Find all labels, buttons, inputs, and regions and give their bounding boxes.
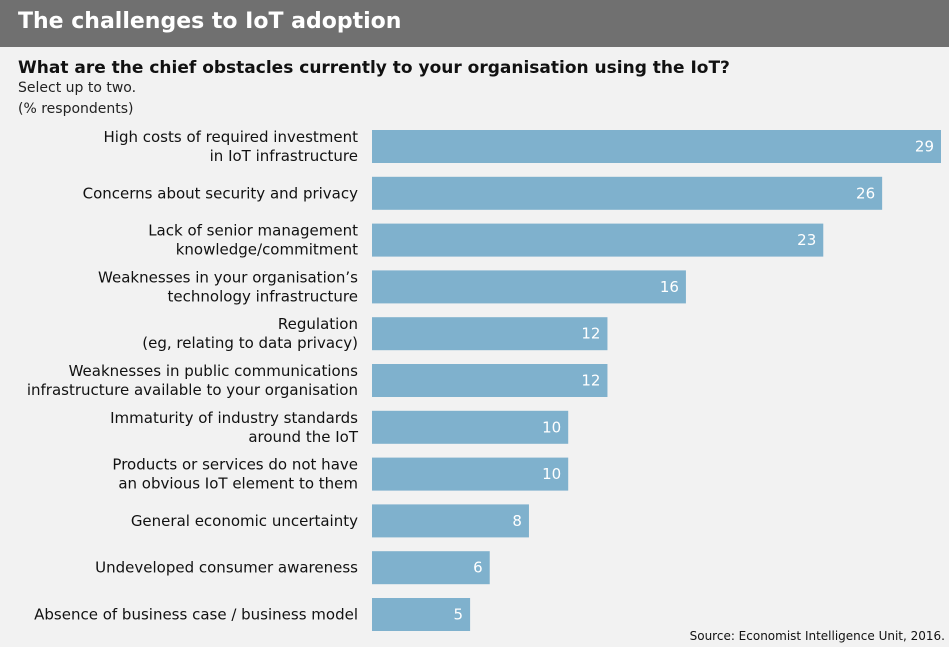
bar-value-label: 23 bbox=[797, 231, 816, 249]
bar bbox=[372, 130, 941, 163]
bar-value-label: 26 bbox=[856, 184, 875, 202]
bar bbox=[372, 457, 569, 491]
bar-value-label: 6 bbox=[473, 559, 483, 577]
bar-value-label: 10 bbox=[542, 418, 561, 436]
page-title: The challenges to IoT adoption bbox=[18, 9, 402, 34]
category-label: Weaknesses in your organisation’s bbox=[98, 268, 358, 286]
category-label: infrastructure available to your organis… bbox=[27, 381, 358, 399]
bar-value-label: 8 bbox=[512, 512, 522, 530]
bar-value-label: 12 bbox=[581, 372, 600, 390]
category-label: Undeveloped consumer awareness bbox=[95, 559, 358, 577]
category-label: High costs of required investment bbox=[104, 128, 359, 146]
category-label: (eg, relating to data privacy) bbox=[142, 334, 358, 352]
source-note: Source: Economist Intelligence Unit, 201… bbox=[689, 629, 945, 643]
bar-value-label: 10 bbox=[542, 465, 561, 483]
category-label: Lack of senior management bbox=[148, 222, 358, 240]
bar bbox=[372, 598, 471, 631]
category-label: Immaturity of industry standards bbox=[110, 409, 358, 427]
bar bbox=[372, 223, 824, 257]
category-label: General economic uncertainty bbox=[131, 512, 358, 530]
title-banner: The challenges to IoT adoption bbox=[0, 0, 949, 47]
category-label: Regulation bbox=[278, 315, 358, 333]
bar bbox=[372, 270, 686, 304]
category-label: Weaknesses in public communications bbox=[69, 362, 359, 380]
bar-value-label: 5 bbox=[454, 606, 464, 624]
bar bbox=[372, 317, 608, 351]
category-label: around the IoT bbox=[248, 428, 358, 446]
category-label: an obvious IoT element to them bbox=[118, 475, 358, 493]
bar bbox=[372, 504, 529, 538]
category-label: Products or services do not have bbox=[112, 456, 358, 474]
category-label: Concerns about security and privacy bbox=[83, 184, 358, 202]
bar-value-label: 12 bbox=[581, 325, 600, 343]
category-label: Absence of business case / business mode… bbox=[34, 606, 358, 624]
chart-instruction: Select up to two. bbox=[18, 80, 137, 96]
chart-unit-note: (% respondents) bbox=[18, 101, 134, 117]
bar bbox=[372, 551, 490, 585]
category-label: in IoT infrastructure bbox=[210, 147, 358, 165]
bar bbox=[372, 176, 883, 210]
bar bbox=[372, 364, 608, 397]
chart-question: What are the chief obstacles currently t… bbox=[18, 58, 730, 78]
category-label: knowledge/commitment bbox=[176, 241, 358, 259]
category-label: technology infrastructure bbox=[168, 287, 358, 305]
bar-value-label: 16 bbox=[660, 278, 679, 296]
bar bbox=[372, 410, 569, 444]
bar-value-label: 29 bbox=[915, 138, 934, 156]
